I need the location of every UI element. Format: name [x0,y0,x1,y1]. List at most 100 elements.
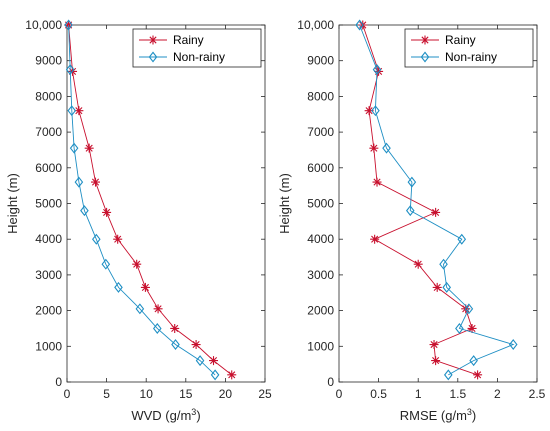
data-point-rainy [429,340,439,350]
data-point-rainy [372,177,382,187]
data-point-rainy [467,323,477,333]
data-point-rainy [140,282,150,292]
series-line-non-rainy [68,24,216,376]
data-point-rainy [209,356,219,366]
x-tick-label: 10 [140,387,154,401]
x-axis-label: RMSE (g/m3) [400,407,477,423]
data-point-non-rainy [443,369,453,381]
data-point-rainy [153,304,163,314]
data-point-rainy [227,370,237,380]
x-tick-label: 20 [219,387,233,401]
data-point-non-rainy [210,369,220,381]
data-point-rainy [102,207,112,217]
legend-marker [148,51,158,63]
data-point-non-rainy [101,258,111,270]
x-tick-label: 0 [336,387,343,401]
y-axis-label: Height (m) [5,173,20,234]
y-tick-label: 8000 [307,89,334,103]
legend-marker [148,35,158,45]
panel-1: 0 5 10 15 20 25 0 1000 2000 3000 4000 5000 6000 7000 8… [5,18,272,423]
data-point-rainy [369,143,379,153]
x-tick-label: 2.5 [529,387,546,401]
data-point-non-rainy [69,142,79,154]
x-tick-label: 0 [64,387,71,401]
data-point-rainy [370,234,380,244]
data-point-non-rainy [80,205,89,217]
data-point-non-rainy [508,339,518,351]
data-point-non-rainy [65,64,75,76]
data-point-non-rainy [439,258,448,270]
x-tick-label: 15 [179,387,193,401]
x-tick-label: 25 [258,387,272,401]
data-point-non-rainy [171,339,180,351]
y-tick-label: 5000 [307,197,334,211]
legend: Rainy Non-rainy [132,28,262,68]
data-point-rainy [364,106,374,116]
x-tick-label: 5 [103,387,110,401]
legend-marker [420,35,430,45]
y-tick-label: 3000 [307,268,334,282]
plot-frame [338,24,538,383]
data-point-non-rainy [457,233,467,245]
x-axis-label: WVD (g/m3) [131,407,200,423]
data-point-non-rainy [64,19,73,31]
legend-marker [420,51,430,63]
legend-label: Rainy [445,33,476,47]
y-tick-label: 0 [327,375,334,389]
data-point-non-rainy [152,322,162,334]
y-tick-label: 4000 [35,232,62,246]
y-tick-label: 6000 [35,161,62,175]
data-point-rainy [91,177,101,187]
y-tick-label: 4000 [307,232,334,246]
data-point-non-rainy [442,281,452,293]
x-tick-label: 1.5 [449,387,466,401]
y-tick-label: 9000 [35,54,62,68]
y-tick-label: 1000 [35,339,62,353]
data-point-non-rainy [382,142,391,154]
data-point-non-rainy [464,303,474,315]
y-tick-label: 9000 [307,54,334,68]
data-point-rainy [170,323,180,333]
data-point-non-rainy [371,105,380,117]
data-point-rainy [431,356,441,366]
data-point-rainy [473,370,483,380]
y-tick-label: 10,000 [297,18,334,32]
y-tick-label: 1000 [307,339,334,353]
series-line-non-rainy [359,24,515,376]
data-point-non-rainy [405,205,415,217]
y-tick-label: 7000 [35,125,62,139]
data-point-non-rainy [455,322,464,334]
plot-frame [66,24,266,383]
y-tick-label: 6000 [307,161,334,175]
data-point-rainy [64,20,74,30]
y-tick-label: 3000 [35,268,62,282]
y-tick-label: 2000 [307,304,334,318]
data-point-non-rainy [195,355,205,367]
data-point-rainy [74,106,84,116]
data-point-non-rainy [67,105,77,117]
data-point-rainy [84,143,94,153]
series-line-rainy [68,24,232,376]
data-point-non-rainy [372,64,382,76]
legend-label: Non-rainy [173,50,225,64]
y-axis-label: Height (m) [277,173,292,234]
legend-label: Non-rainy [445,50,497,64]
data-point-non-rainy [74,176,84,188]
y-tick-label: 5000 [35,197,62,211]
data-point-non-rainy [469,355,478,367]
y-tick-label: 0 [55,375,62,389]
data-point-rainy [113,234,123,244]
data-point-rainy [191,340,201,350]
y-tick-label: 2000 [35,304,62,318]
x-tick-label: 1 [415,387,422,401]
x-tick-label: 2 [494,387,501,401]
series-line-rainy [362,24,478,376]
y-tick-label: 10,000 [25,18,62,32]
data-point-non-rainy [135,303,145,315]
x-tick-label: 0.5 [370,387,387,401]
data-point-non-rainy [92,233,101,245]
data-point-non-rainy [355,19,364,31]
data-point-non-rainy [407,176,417,188]
y-tick-label: 7000 [307,125,334,139]
panel-2: 0 0.5 1 1.5 2 2.5 0 1000 2000 3000 4000 5000 6000 700… [277,18,546,423]
